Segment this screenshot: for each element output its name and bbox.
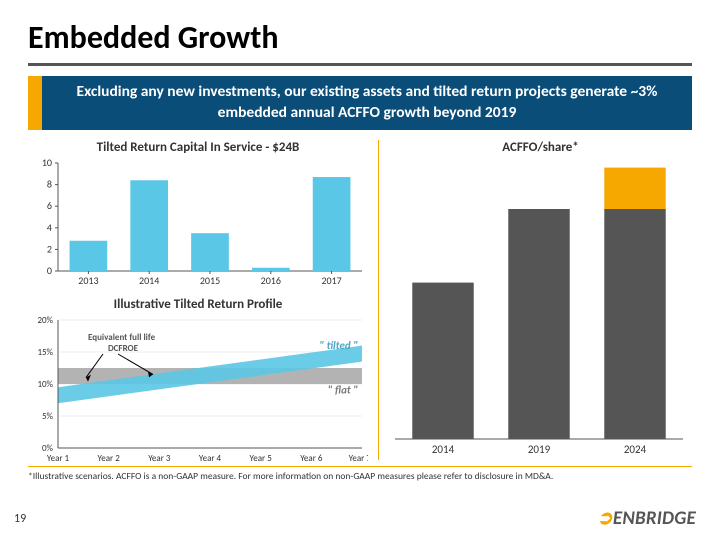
svg-text:15%: 15% [37,347,53,358]
svg-text:6: 6 [47,199,52,212]
chart3: 2014 2019 2024 [389,159,692,460]
logo: ➲ENBRIDGE [597,507,696,530]
banner-text: Excluding any new investments, our exist… [42,76,692,130]
svg-text:2019: 2019 [528,443,551,456]
chart2: 0%5%10%15%20%Year 1Year 2Year 3Year 4Yea… [28,316,368,466]
svg-text:2015: 2015 [200,274,220,287]
svg-text:Year 1: Year 1 [47,453,70,464]
svg-text:Year 5: Year 5 [250,453,273,464]
svg-text:2017: 2017 [321,274,341,287]
chart1: 0 2 4 6 8 10 2013 2014 2015 2016 2017 [28,159,368,289]
svg-text:10: 10 [42,159,52,169]
page-title: Embedded Growth [28,18,692,57]
svg-text:Year 4: Year 4 [199,453,222,464]
left-column: Tilted Return Capital In Service - $24B … [28,140,368,460]
column-divider [378,140,379,460]
svg-text:Equivalent full life: Equivalent full life [88,332,156,343]
svg-text:2016: 2016 [261,274,281,287]
svg-text:10%: 10% [37,379,53,390]
svg-text:5%: 5% [42,411,54,422]
page-number: 19 [14,512,26,526]
svg-text:Year 7+: Year 7+ [349,453,368,464]
logo-swoosh-icon: ➲ [597,507,613,530]
svg-text:" flat ": " flat " [328,383,359,396]
svg-text:2024: 2024 [624,443,647,456]
svg-text:0: 0 [47,264,52,277]
banner: Excluding any new investments, our exist… [28,76,692,130]
banner-accent [28,76,42,130]
svg-text:2013: 2013 [78,274,98,287]
svg-text:2014: 2014 [432,443,455,456]
footnote-rule [28,466,692,468]
svg-text:4: 4 [47,221,52,234]
chart3-title: ACFFO/share* [389,140,692,155]
right-column: ACFFO/share* 2014 2019 2024 [389,140,692,460]
svg-text:Year 2: Year 2 [98,453,121,464]
content-row: Tilted Return Capital In Service - $24B … [28,140,692,460]
logo-text: ENBRIDGE [613,507,696,530]
footnote: *Illustrative scenarios. ACFFO is a non-… [28,471,692,482]
svg-text:Year 3: Year 3 [148,453,171,464]
svg-text:" tilted ": " tilted " [319,339,358,352]
svg-text:2: 2 [47,242,52,255]
svg-text:8: 8 [47,177,52,190]
svg-text:Year 6: Year 6 [300,453,323,464]
svg-text:20%: 20% [37,316,53,326]
svg-text:2014: 2014 [139,274,159,287]
chart1-title: Tilted Return Capital In Service - $24B [28,140,368,155]
chart2-title: Illustrative Tilted Return Profile [28,297,368,312]
title-underline [28,63,692,66]
svg-text:DCFROE: DCFROE [108,343,139,354]
